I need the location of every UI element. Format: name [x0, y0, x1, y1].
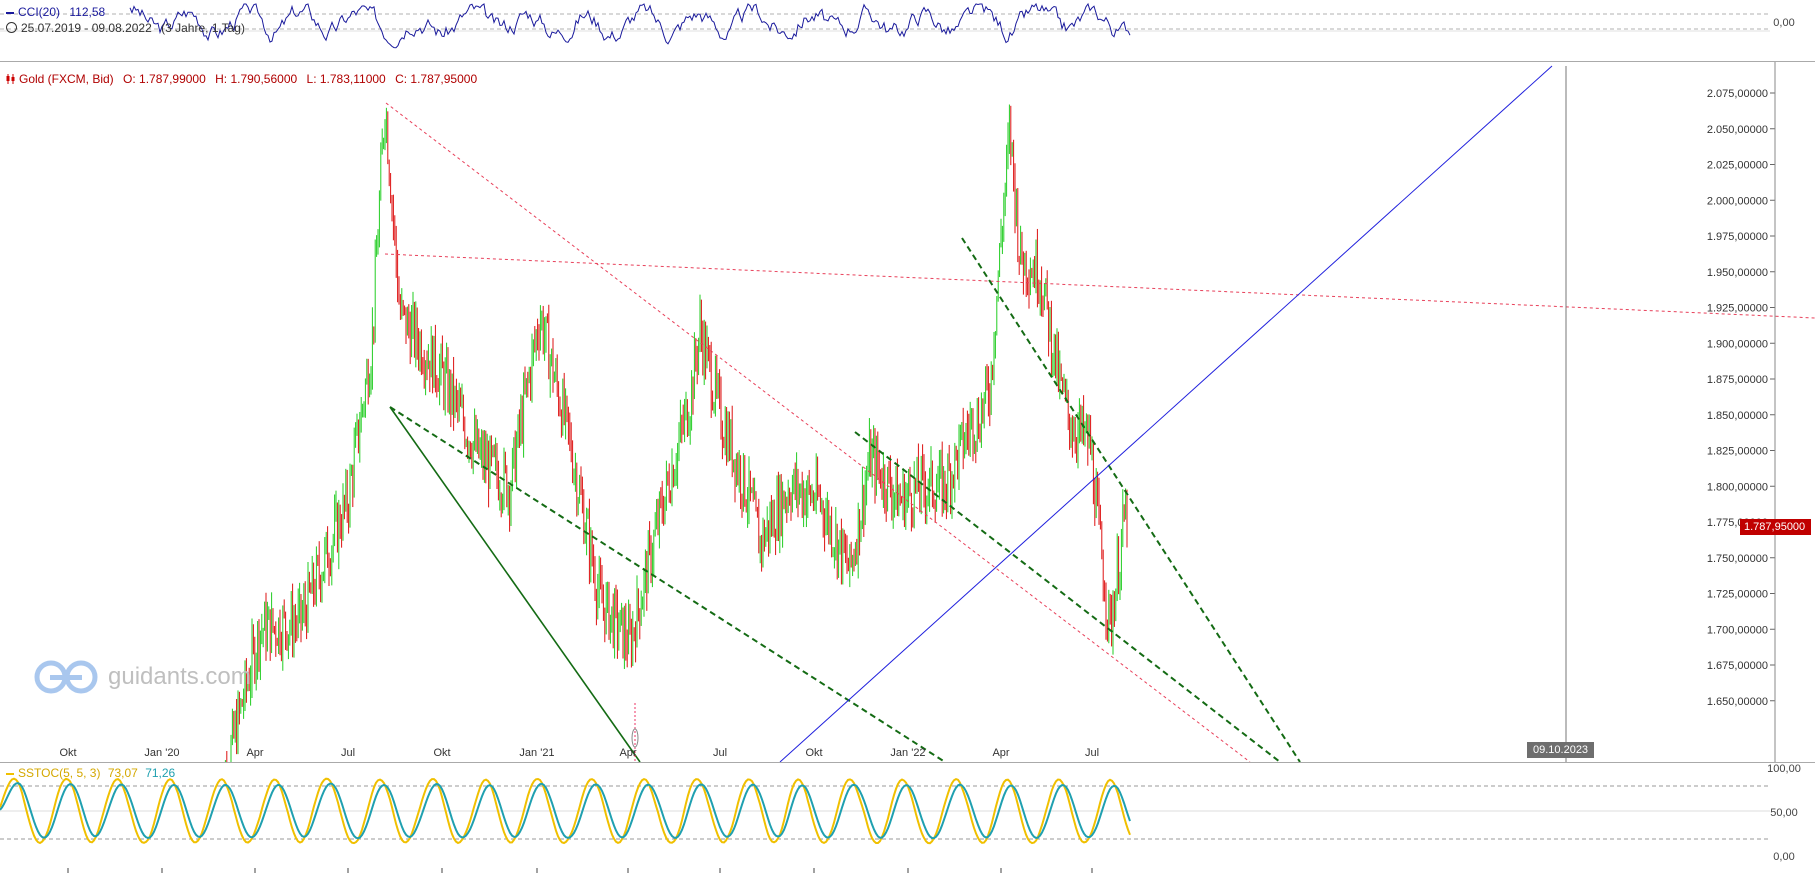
trendline-blue	[779, 65, 1553, 762]
stoch-legend: SSTOC(5, 5, 3) 73,07 71,26	[6, 766, 175, 780]
stoch-axis-100: 100,00	[1767, 763, 1801, 775]
ohlc-high: H: 1.790,56000	[215, 72, 298, 86]
anchor-marker	[631, 728, 639, 748]
trendlines[interactable]	[384, 65, 1815, 762]
trendline-green-dashed-2	[854, 431, 1281, 762]
trendline-red-horizontal	[384, 253, 1815, 319]
price-tick-label: 1.975,00000	[1707, 231, 1768, 243]
stoch-color-swatch	[6, 772, 14, 775]
stoch-series	[0, 777, 1131, 845]
stoch-k-value: 73,07	[107, 766, 138, 780]
cci-color-swatch	[6, 11, 14, 14]
cci-axis-label: 0,00	[1773, 17, 1794, 29]
time-tick-label: Apr	[992, 747, 1009, 759]
time-tick-label: Okt	[59, 747, 76, 759]
stoch-time-ticks	[67, 868, 1093, 873]
stoch-panel: 100,00 50,00 0,00	[0, 762, 1815, 873]
candlesticks	[224, 104, 1128, 762]
ohlc-close: C: 1.787,95000	[395, 72, 478, 86]
price-tick-label: 2.050,00000	[1707, 124, 1768, 136]
ohlc-open: O: 1.787,99000	[123, 72, 206, 86]
cci-series	[129, 2, 1131, 49]
price-tick-label: 1.925,00000	[1707, 303, 1768, 315]
time-tick-label: Jul	[341, 747, 355, 759]
time-tick-label: Jan '21	[519, 747, 554, 759]
price-tick-label: 2.000,00000	[1707, 195, 1768, 207]
ohlc-low: L: 1.783,11000	[306, 72, 386, 86]
instrument-legend: Gold (FXCM, Bid) O: 1.787,99000 H: 1.790…	[6, 72, 477, 86]
price-tick-label: 2.025,00000	[1707, 160, 1768, 172]
instrument-name[interactable]: Gold (FXCM, Bid)	[19, 72, 114, 86]
cci-line	[129, 2, 1131, 49]
date-range-legend: 25.07.2019 - 09.08.2022 (3 Jahre, 1 Tag)	[6, 21, 245, 35]
trendline-green-dashed-3	[961, 237, 1301, 762]
price-axis: 2.075,00000 2.050,00000 2.025,00000 2.000,0…	[1707, 62, 1776, 762]
price-tick-label: 1.875,00000	[1707, 374, 1768, 386]
price-tick-label: 1.800,00000	[1707, 481, 1768, 493]
price-tick-label: 1.725,00000	[1707, 589, 1768, 601]
clock-icon	[6, 22, 17, 33]
stoch-d-value: 71,26	[145, 766, 176, 780]
guidants-watermark: guidants.com	[34, 659, 251, 695]
crosshair-date-tag: 09.10.2023	[1527, 742, 1595, 758]
time-axis: Okt Jan '20 Apr Jul Okt Jan '21 Apr Jul Okt Jan '…	[59, 747, 1099, 759]
price-tick-label: 1.950,00000	[1707, 267, 1768, 279]
guidants-logo-icon	[34, 660, 98, 694]
candle-type-icon	[6, 73, 16, 84]
price-tick-label: 1.825,00000	[1707, 446, 1768, 458]
stoch-axis-0: 0,00	[1773, 851, 1794, 863]
cci-value: 112,58	[69, 5, 106, 19]
stoch-axis-50: 50,00	[1770, 807, 1798, 819]
current-price-tag: 1.787,95000	[1740, 519, 1812, 535]
date-range[interactable]: 25.07.2019 - 09.08.2022	[21, 21, 152, 35]
cci-panel: 0,00	[0, 2, 1815, 62]
price-tick-label: 1.675,00000	[1707, 660, 1768, 672]
time-tick-label: Jan '22	[890, 747, 925, 759]
price-tick-label: 1.900,00000	[1707, 338, 1768, 350]
trendline-green-solid	[389, 406, 641, 762]
price-tick-label: 1.750,00000	[1707, 553, 1768, 565]
stoch-indicator-name[interactable]: SSTOC(5, 5, 3)	[18, 766, 101, 780]
time-tick-label: Jan '20	[144, 747, 179, 759]
price-tick-label: 1.700,00000	[1707, 624, 1768, 636]
time-tick-label: Apr	[246, 747, 263, 759]
price-tick-label: 2.075,00000	[1707, 88, 1768, 100]
price-tick-label: 1.850,00000	[1707, 410, 1768, 422]
price-chart[interactable]: 2.075,00000 2.050,00000 2.025,00000 2.000,0…	[0, 62, 1815, 762]
cci-legend: CCI(20) 112,58	[6, 5, 105, 19]
time-tick-label: Okt	[433, 747, 450, 759]
time-tick-label: Jul	[713, 747, 727, 759]
stoch-d-line	[0, 782, 1131, 840]
time-tick-label: Jul	[1085, 747, 1099, 759]
price-tick-label: 1.650,00000	[1707, 696, 1768, 708]
trendline-red-diagonal	[385, 102, 1251, 762]
time-tick-label: Okt	[805, 747, 822, 759]
stoch-k-line	[0, 777, 1131, 845]
cci-indicator-name[interactable]: CCI(20)	[18, 5, 61, 19]
date-period: (3 Jahre, 1 Tag)	[161, 21, 245, 35]
time-tick-label: Apr	[619, 747, 636, 759]
watermark-text: guidants.com	[108, 663, 251, 690]
